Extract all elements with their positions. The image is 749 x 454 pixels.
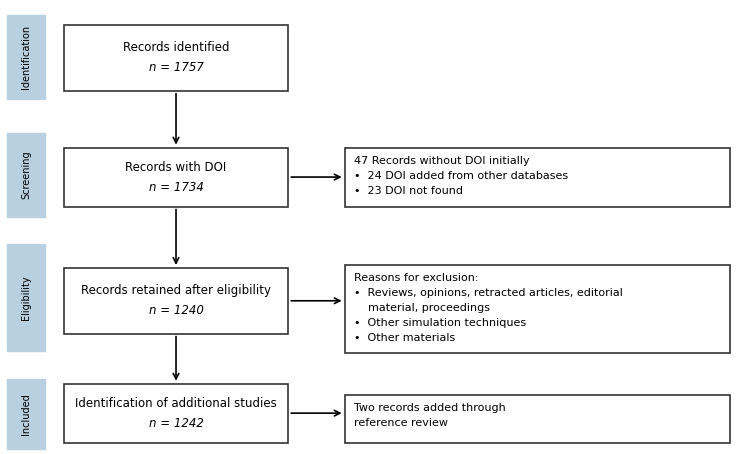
Text: •  24 DOI added from other databases: • 24 DOI added from other databases (354, 171, 568, 181)
Bar (64, 384, 288, 443)
Bar (7, 244, 45, 350)
Text: •  Other simulation techniques: • Other simulation techniques (354, 318, 526, 328)
Text: Records retained after eligibility: Records retained after eligibility (81, 284, 271, 297)
Text: Records with DOI: Records with DOI (125, 161, 227, 173)
Text: Screening: Screening (21, 150, 31, 199)
Text: Identification: Identification (21, 25, 31, 89)
Text: n = 1240: n = 1240 (148, 304, 204, 317)
Text: reference review: reference review (354, 418, 448, 428)
Text: Identification of additional studies: Identification of additional studies (75, 397, 277, 410)
Text: n = 1734: n = 1734 (148, 181, 204, 193)
Bar (7, 133, 45, 217)
Bar (345, 265, 730, 353)
Text: Reasons for exclusion:: Reasons for exclusion: (354, 273, 478, 283)
Bar (64, 268, 288, 334)
Bar (7, 15, 45, 99)
Bar (7, 379, 45, 449)
Text: •  Other materials: • Other materials (354, 333, 455, 343)
Text: n = 1242: n = 1242 (148, 417, 204, 429)
Text: Two records added through: Two records added through (354, 403, 506, 413)
Text: 47 Records without DOI initially: 47 Records without DOI initially (354, 156, 529, 166)
Text: Included: Included (21, 393, 31, 435)
Text: Eligibility: Eligibility (21, 275, 31, 320)
Bar (64, 148, 288, 207)
Text: Records identified: Records identified (123, 41, 229, 54)
Bar (64, 25, 288, 91)
Text: n = 1757: n = 1757 (148, 61, 204, 74)
Text: material, proceedings: material, proceedings (354, 303, 490, 313)
Bar (345, 395, 730, 443)
Text: •  23 DOI not found: • 23 DOI not found (354, 186, 463, 196)
Text: •  Reviews, opinions, retracted articles, editorial: • Reviews, opinions, retracted articles,… (354, 288, 622, 298)
Bar (345, 148, 730, 207)
